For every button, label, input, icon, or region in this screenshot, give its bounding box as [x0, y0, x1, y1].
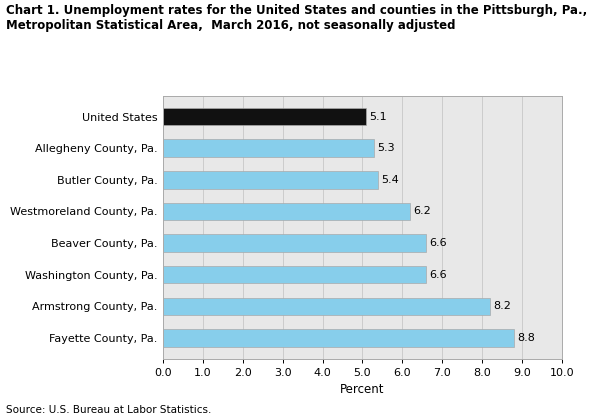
Text: Chart 1. Unemployment rates for the United States and counties in the Pittsburgh: Chart 1. Unemployment rates for the Unit…: [6, 4, 587, 32]
Bar: [163, 108, 367, 125]
Text: 8.2: 8.2: [493, 301, 511, 311]
Text: 6.2: 6.2: [413, 206, 431, 216]
Text: Source: U.S. Bureau at Labor Statistics.: Source: U.S. Bureau at Labor Statistics.: [6, 405, 211, 415]
Bar: [163, 139, 374, 157]
Bar: [163, 298, 490, 315]
Text: 5.1: 5.1: [370, 112, 387, 121]
Text: 5.3: 5.3: [378, 143, 395, 153]
X-axis label: Percent: Percent: [340, 383, 385, 396]
Text: 5.4: 5.4: [382, 175, 399, 185]
Bar: [163, 266, 426, 284]
Text: 6.6: 6.6: [429, 238, 447, 248]
Text: 8.8: 8.8: [517, 333, 535, 343]
Text: 6.6: 6.6: [429, 270, 447, 280]
Bar: [163, 203, 410, 220]
Bar: [163, 329, 514, 347]
Bar: [163, 171, 378, 188]
Bar: [163, 234, 426, 252]
